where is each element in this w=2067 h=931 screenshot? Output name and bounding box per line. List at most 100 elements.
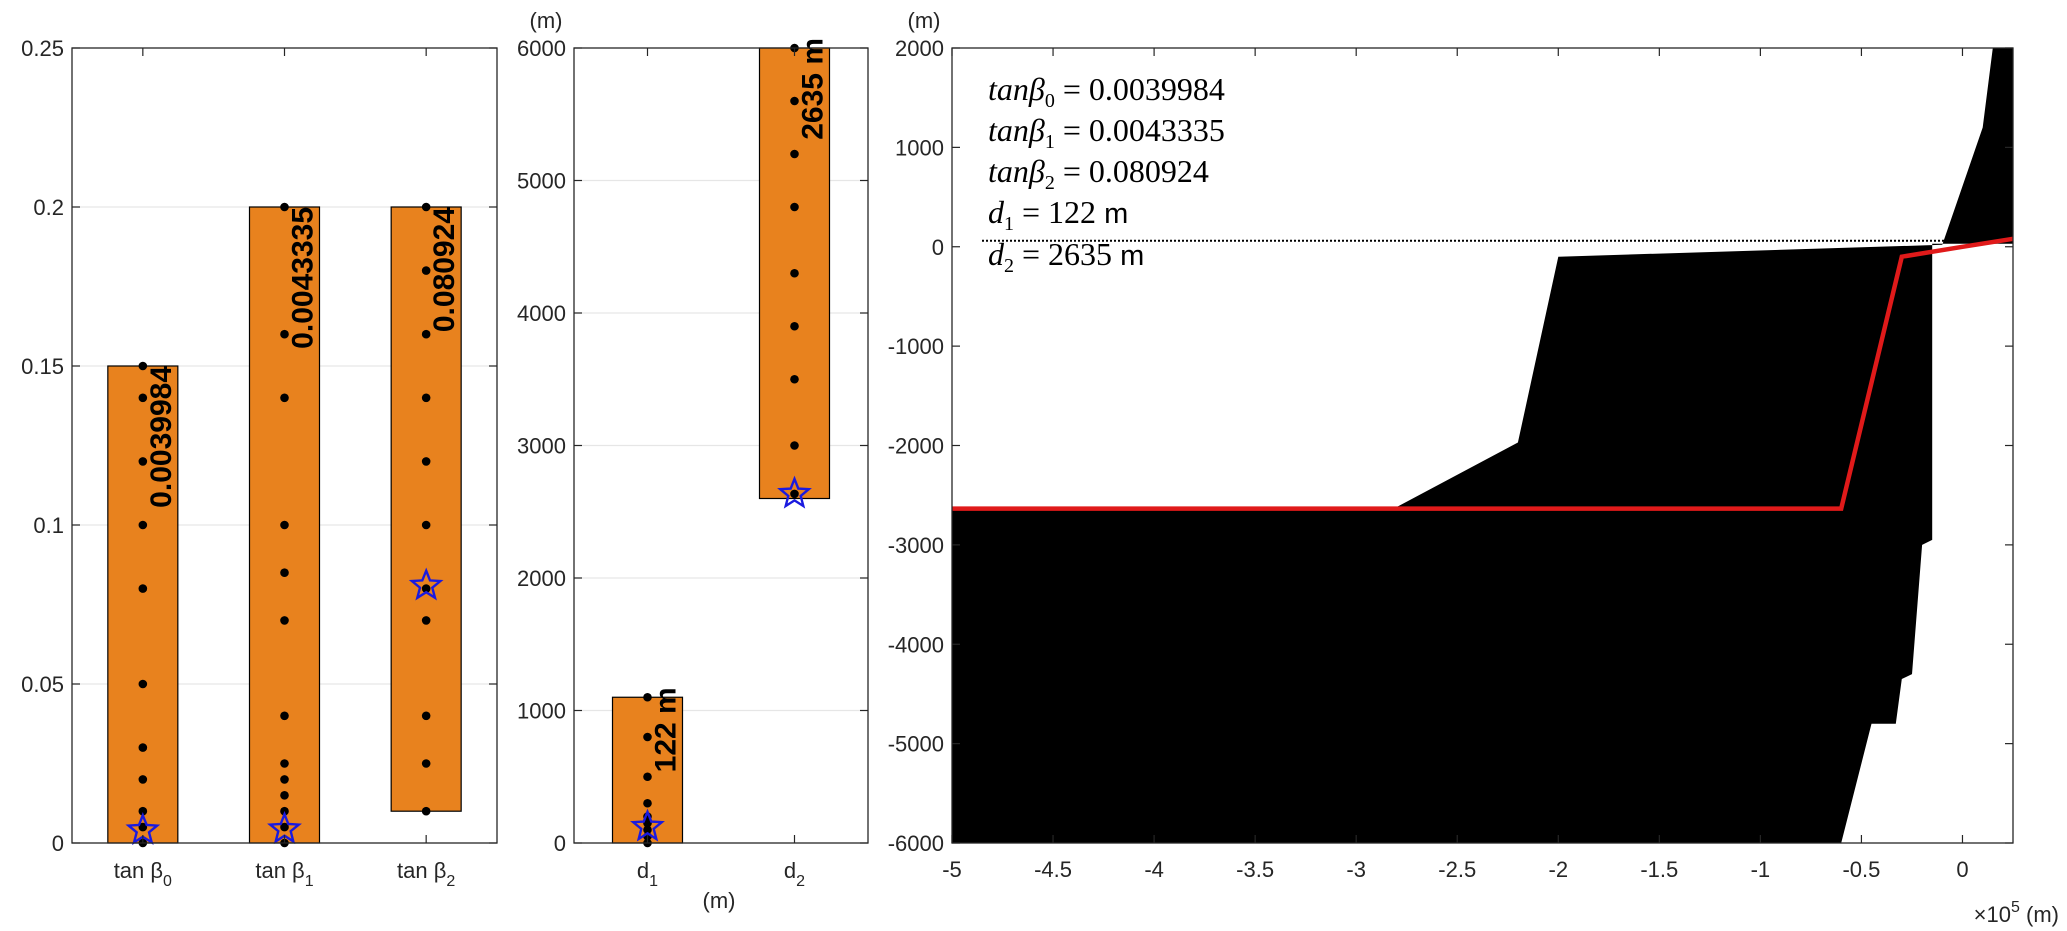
ytick-label: -5000 bbox=[888, 732, 944, 757]
ytick-label: -1000 bbox=[888, 334, 944, 359]
ytick-label: 1000 bbox=[517, 699, 566, 724]
sample-point bbox=[138, 743, 148, 752]
category-label: tan β2 bbox=[397, 858, 455, 890]
sample-point bbox=[138, 520, 148, 530]
fitted-profile-line bbox=[952, 236, 2014, 511]
ytick-label: 1000 bbox=[895, 135, 944, 160]
sample-point bbox=[280, 568, 289, 577]
ytick-label: 2000 bbox=[895, 36, 944, 61]
panel-depth-ranges: 122 m 2635 m 0 1000 2000 3000 4000 5000 6000 d1 d2… bbox=[517, 8, 869, 913]
ytick-label: 6000 bbox=[517, 36, 566, 61]
sample-point bbox=[790, 321, 799, 331]
sample-point bbox=[138, 806, 148, 816]
sample-point bbox=[138, 822, 148, 832]
ytick-label: 0.25 bbox=[21, 36, 64, 61]
xtick-label: -3.5 bbox=[1236, 857, 1274, 882]
sample-point bbox=[421, 759, 431, 768]
sample-point bbox=[138, 775, 148, 784]
x-exponent-label: ×105 (m) bbox=[1974, 899, 2059, 927]
xtick-label: -5 bbox=[942, 857, 962, 882]
parameter-annotation: d1 = 122 m bbox=[988, 194, 1128, 235]
parameter-annotation: tanβ0 = 0.0039984 bbox=[988, 71, 1225, 112]
sample-point bbox=[280, 520, 289, 530]
ytick-label: 0.1 bbox=[33, 513, 64, 538]
sample-point bbox=[790, 441, 799, 450]
xtick-label: -4.5 bbox=[1034, 857, 1072, 882]
sample-point bbox=[790, 374, 799, 384]
sample-point bbox=[790, 149, 799, 159]
range-bar bbox=[107, 365, 179, 844]
parameter-annotation: tanβ2 = 0.080924 bbox=[988, 153, 1209, 194]
sample-point bbox=[790, 202, 799, 212]
sample-point bbox=[790, 96, 799, 106]
ytick-label: 0 bbox=[932, 235, 944, 260]
category-label: tan β1 bbox=[255, 858, 313, 890]
category-label: d1 bbox=[637, 858, 658, 890]
sample-point bbox=[280, 329, 289, 339]
sample-point bbox=[643, 818, 652, 828]
sample-point bbox=[138, 457, 148, 466]
optimum-star bbox=[630, 808, 665, 842]
value-label: 0.080924 bbox=[428, 207, 461, 332]
xtick-label: -1 bbox=[1751, 857, 1771, 882]
ytick-label: 5000 bbox=[517, 169, 566, 194]
sample-point bbox=[138, 361, 148, 371]
xtick-label: -2 bbox=[1549, 857, 1569, 882]
ytick-label: -3000 bbox=[888, 533, 944, 558]
parameter-annotation: tanβ1 = 0.0043335 bbox=[988, 112, 1225, 153]
xtick-label: -4 bbox=[1144, 857, 1164, 882]
sample-point bbox=[421, 616, 431, 625]
y-unit-label: (m) bbox=[530, 8, 563, 33]
sample-point bbox=[421, 584, 431, 593]
value-label: 0.0043335 bbox=[287, 207, 320, 349]
x-unit-label: (m) bbox=[703, 888, 736, 913]
ytick-label: 0.05 bbox=[21, 672, 64, 697]
sample-point bbox=[280, 822, 289, 832]
ytick-label: 0 bbox=[554, 831, 566, 856]
value-label: 2635 m bbox=[797, 38, 830, 140]
ytick-label: 0.2 bbox=[33, 195, 64, 220]
optimum-star bbox=[777, 475, 812, 509]
y-unit-label: (m) bbox=[908, 8, 941, 33]
sample-point bbox=[280, 393, 289, 403]
sample-point bbox=[421, 329, 431, 339]
parameter-annotation: d2 = 2635 m bbox=[988, 236, 1144, 277]
sample-point bbox=[280, 775, 289, 784]
value-label: 0.0039984 bbox=[145, 366, 178, 508]
sample-point bbox=[421, 520, 431, 530]
ytick-label: 2000 bbox=[517, 566, 566, 591]
xtick-label: -0.5 bbox=[1842, 857, 1880, 882]
sample-point bbox=[280, 759, 289, 768]
sample-point bbox=[643, 825, 652, 835]
sample-point bbox=[421, 393, 431, 403]
ytick-label: 0.15 bbox=[21, 354, 64, 379]
sample-point bbox=[643, 772, 652, 782]
xtick-label: -3 bbox=[1346, 857, 1366, 882]
ytick-label: 3000 bbox=[517, 434, 566, 459]
sample-point bbox=[421, 711, 431, 721]
sample-point bbox=[280, 202, 289, 212]
sample-point bbox=[138, 584, 148, 593]
sample-point bbox=[643, 798, 652, 808]
sample-point bbox=[643, 692, 652, 702]
terrain-area bbox=[952, 48, 2013, 843]
xtick-label: -2.5 bbox=[1438, 857, 1476, 882]
sample-point bbox=[421, 806, 431, 816]
sample-point bbox=[280, 791, 289, 800]
sample-point bbox=[421, 266, 431, 275]
optimum-star bbox=[408, 567, 444, 601]
sample-point bbox=[790, 489, 799, 499]
sample-point bbox=[280, 711, 289, 721]
sample-point bbox=[138, 393, 148, 403]
category-label: tan β0 bbox=[114, 858, 172, 890]
sample-point bbox=[643, 732, 652, 742]
sample-point bbox=[138, 679, 148, 689]
sample-point bbox=[790, 268, 799, 278]
ytick-label: -6000 bbox=[888, 831, 944, 856]
value-label: 122 m bbox=[650, 687, 683, 772]
range-bar bbox=[390, 206, 462, 812]
panel-slope-ranges: 0.0039984 0.0043335 0.080924 0 0.05 0.1 0.15 0.… bbox=[21, 36, 498, 890]
sample-point bbox=[280, 616, 289, 625]
xtick-label: -1.5 bbox=[1640, 857, 1678, 882]
